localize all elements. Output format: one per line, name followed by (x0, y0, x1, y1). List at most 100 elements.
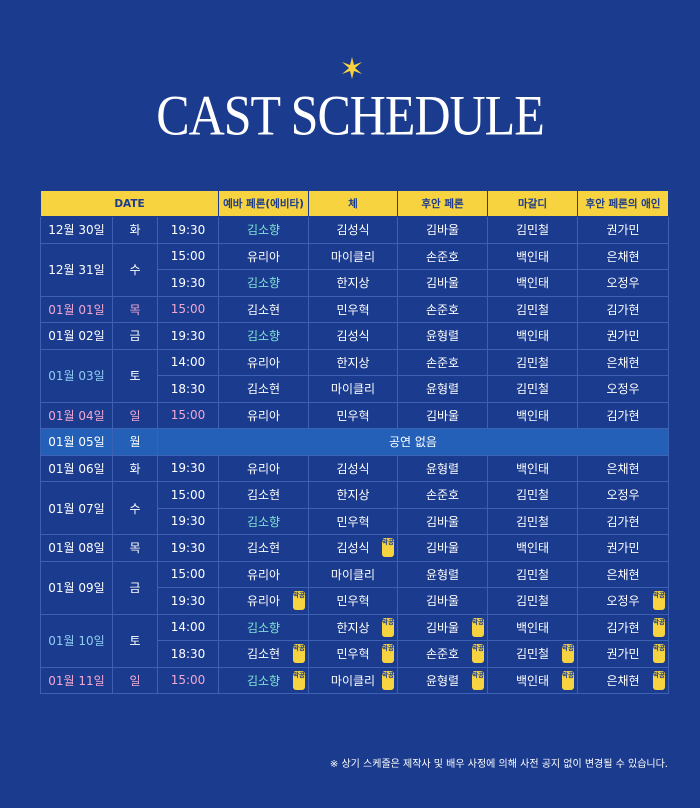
schedule-row: 01월 04일 일 15:00 유리아 민우혁 김바울 백인태 김가현 (40, 401, 669, 429)
schedule-row: 01월 11일 일 15:00 김소향 막공 마이클리 막공 윤형렬 막공 백인태 막공 은채현 막공 (40, 666, 669, 694)
date-cell: 01월 10일 (40, 613, 113, 668)
cast-cell: 백인태 (487, 322, 578, 350)
cast-cell: 민우혁 (308, 295, 398, 323)
cast-name: 마이클리 (330, 249, 376, 264)
cast-name: 김바울 (425, 408, 460, 423)
cast-cell: 손준호 (397, 481, 488, 509)
cast-cell: 김바울 (397, 587, 488, 615)
time-cell: 19:30 (157, 534, 219, 562)
cast-name: 김민철 (515, 647, 550, 662)
cast-name: 은채현 (606, 461, 640, 476)
cast-name: 민우혁 (336, 408, 370, 423)
cast-cell: 은채현 막공 (577, 666, 669, 694)
cast-cell: 백인태 (487, 242, 578, 270)
cast-cell: 백인태 막공 (487, 666, 578, 694)
column-header: 후안 페론 (397, 190, 488, 217)
cast-cell: 윤형렬 (397, 375, 488, 403)
date-cell: 01월 02일 (40, 322, 113, 350)
cast-name: 유리아 (246, 355, 281, 370)
cast-cell: 김바울 (397, 269, 488, 297)
cast-name: 김민철 (515, 514, 550, 529)
cast-name: 김소현 (246, 382, 281, 397)
cast-name: 백인태 (515, 461, 550, 476)
time-cell: 15:00 (157, 295, 219, 323)
cast-cell: 한지상 (308, 348, 398, 376)
title: CAST SCHEDULE (156, 82, 545, 148)
cast-cell: 한지상 (308, 269, 398, 297)
cast-name: 김소현 (246, 541, 281, 556)
cast-cell: 김바울 (397, 534, 488, 562)
cast-name: 윤형렬 (425, 382, 460, 397)
time-cell: 19:30 (157, 216, 219, 244)
badge: 막공 (293, 591, 305, 610)
cast-cell: 민우혁 막공 (308, 640, 398, 668)
cast-name: 은채현 (606, 355, 640, 370)
cast-name: 민우혁 (336, 647, 370, 662)
cast-cell: 김바울 막공 (397, 613, 488, 641)
cast-name: 민우혁 (336, 514, 370, 529)
day-cell: 목 (112, 534, 158, 562)
schedule-row: 01월 07일 수 15:00 김소현 한지상 손준호 김민철 오정우 (40, 481, 669, 535)
badge: 막공 (293, 670, 305, 690)
cast-cell: 손준호 (397, 295, 488, 323)
cast-cell: 김민철 (487, 507, 578, 535)
cast-cell: 마이클리 막공 (308, 666, 398, 694)
cast-name: 유리아 (246, 249, 281, 264)
cast-cell: 백인태 (487, 454, 578, 482)
cast-cell: 김민철 (487, 375, 578, 403)
date-cell: 01월 01일 (40, 295, 113, 323)
cast-cell: 손준호 (397, 242, 488, 270)
badge: 막공 (293, 644, 305, 663)
cast-cell: 오정우 (577, 481, 669, 509)
cast-cell: 한지상 (308, 481, 398, 509)
cast-name: 김소현 (246, 488, 281, 503)
cast-name: 유리아 (246, 594, 281, 609)
no-show-cell: 공연 없음 (157, 428, 669, 456)
cast-name: 김바울 (425, 594, 460, 609)
cast-cell: 오정우 막공 (577, 587, 669, 615)
time-cell: 19:30 (157, 454, 219, 482)
cast-name: 백인태 (515, 541, 550, 556)
schedule-row: 01월 10일 토 14:00 김소향 한지상 막공 김바울 막공 백인태 김가현 막공 (40, 613, 669, 668)
cast-cell: 김소향 (218, 507, 309, 535)
cast-name: 마이클리 (330, 567, 376, 582)
schedule-row: 18:30 김소현 마이클리 윤형렬 김민철 오정우 (41, 375, 669, 403)
cast-name: 김민철 (515, 355, 550, 370)
column-header: 예바 페론(에비타) (218, 190, 309, 217)
cast-cell: 윤형렬 (397, 454, 488, 482)
time-cell: 14:00 (157, 613, 219, 641)
cast-cell: 김소현 (218, 295, 309, 323)
cast-name: 김가현 (606, 302, 640, 317)
cast-name: 마이클리 (330, 382, 376, 397)
cast-name: 한지상 (336, 276, 370, 291)
cast-cell: 김성식 (308, 322, 398, 350)
cast-name: 김소향 (246, 514, 281, 529)
badge: 막공 (382, 617, 394, 637)
time-cell: 18:30 (157, 375, 219, 403)
cast-name: 김민철 (515, 302, 550, 317)
cast-name: 오정우 (606, 382, 640, 397)
cast-name: 유리아 (246, 408, 281, 423)
cast-cell: 김민철 (487, 295, 578, 323)
schedule-row: 01월 06일 화 19:30 유리아 김성식 윤형렬 백인태 은채현 (40, 454, 669, 482)
cast-name: 김성식 (336, 223, 370, 238)
date-cell: 01월 04일 (40, 401, 113, 429)
time-cell: 15:00 (157, 242, 219, 270)
time-cell: 15:00 (157, 560, 219, 588)
cast-cell: 마이클리 (308, 560, 398, 588)
schedule-row: 19:30 김소향 한지상 김바울 백인태 오정우 (41, 269, 669, 297)
badge: 막공 (382, 670, 394, 690)
cast-name: 민우혁 (336, 594, 370, 609)
cast-name: 손준호 (425, 488, 460, 503)
cast-cell: 은채현 (577, 348, 669, 376)
cast-cell: 김민철 막공 (487, 640, 578, 668)
schedule-row: 01월 01일 목 15:00 김소현 민우혁 손준호 김민철 김가현 (40, 295, 669, 323)
cast-cell: 김가현 (577, 295, 669, 323)
cast-name: 김가현 (606, 620, 640, 635)
cast-name: 윤형렬 (425, 329, 460, 344)
day-cell: 수 (112, 481, 158, 535)
day-cell: 화 (112, 216, 158, 244)
cast-cell: 윤형렬 막공 (397, 666, 488, 694)
cast-cell: 김바울 (397, 401, 488, 429)
